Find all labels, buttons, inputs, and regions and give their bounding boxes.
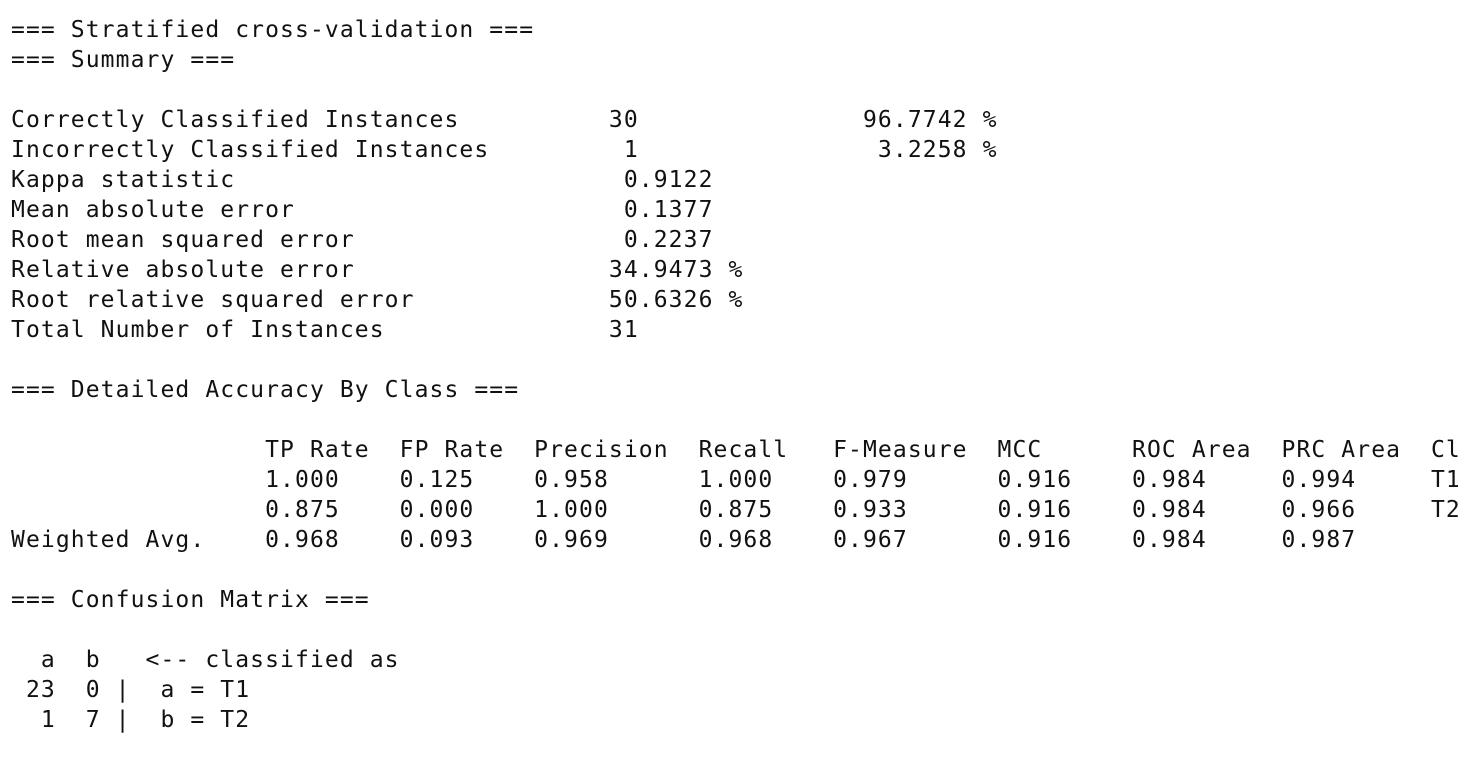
section-header-summary: === Summary === bbox=[11, 47, 236, 73]
summary-mean-absolute-error: Mean absolute error 0.1377 bbox=[11, 197, 714, 223]
summary-total-instances: Total Number of Instances 31 bbox=[11, 317, 714, 343]
accuracy-row-t1: 1.000 0.125 0.958 1.000 0.979 0.916 0.98… bbox=[11, 467, 1458, 493]
summary-incorrectly-classified: Incorrectly Classified Instances 1 3.225… bbox=[11, 137, 998, 163]
confusion-matrix-row-t1: 23 0 | a = T1 bbox=[11, 677, 251, 703]
accuracy-table-header: TP Rate FP Rate Precision Recall F-Measu… bbox=[11, 437, 1458, 463]
accuracy-row-t2: 0.875 0.000 1.000 0.875 0.933 0.916 0.98… bbox=[11, 497, 1458, 523]
summary-relative-absolute-error: Relative absolute error 34.9473 % bbox=[11, 257, 744, 283]
summary-kappa: Kappa statistic 0.9122 bbox=[11, 167, 714, 193]
section-header-confusion-matrix: === Confusion Matrix === bbox=[11, 587, 370, 613]
section-header-detailed-accuracy: === Detailed Accuracy By Class === bbox=[11, 377, 520, 403]
confusion-matrix-row-t2: 1 7 | b = T2 bbox=[11, 707, 251, 733]
accuracy-row-weighted-avg: Weighted Avg. 0.968 0.093 0.969 0.968 0.… bbox=[11, 527, 1431, 553]
section-header-cross-validation: === Stratified cross-validation === bbox=[11, 17, 535, 43]
summary-rmse: Root mean squared error 0.2237 bbox=[11, 227, 714, 253]
summary-root-relative-squared: Root relative squared error 50.6326 % bbox=[11, 287, 744, 313]
summary-correctly-classified: Correctly Classified Instances 30 96.774… bbox=[11, 107, 998, 133]
confusion-matrix-header: a b <-- classified as bbox=[11, 647, 400, 673]
